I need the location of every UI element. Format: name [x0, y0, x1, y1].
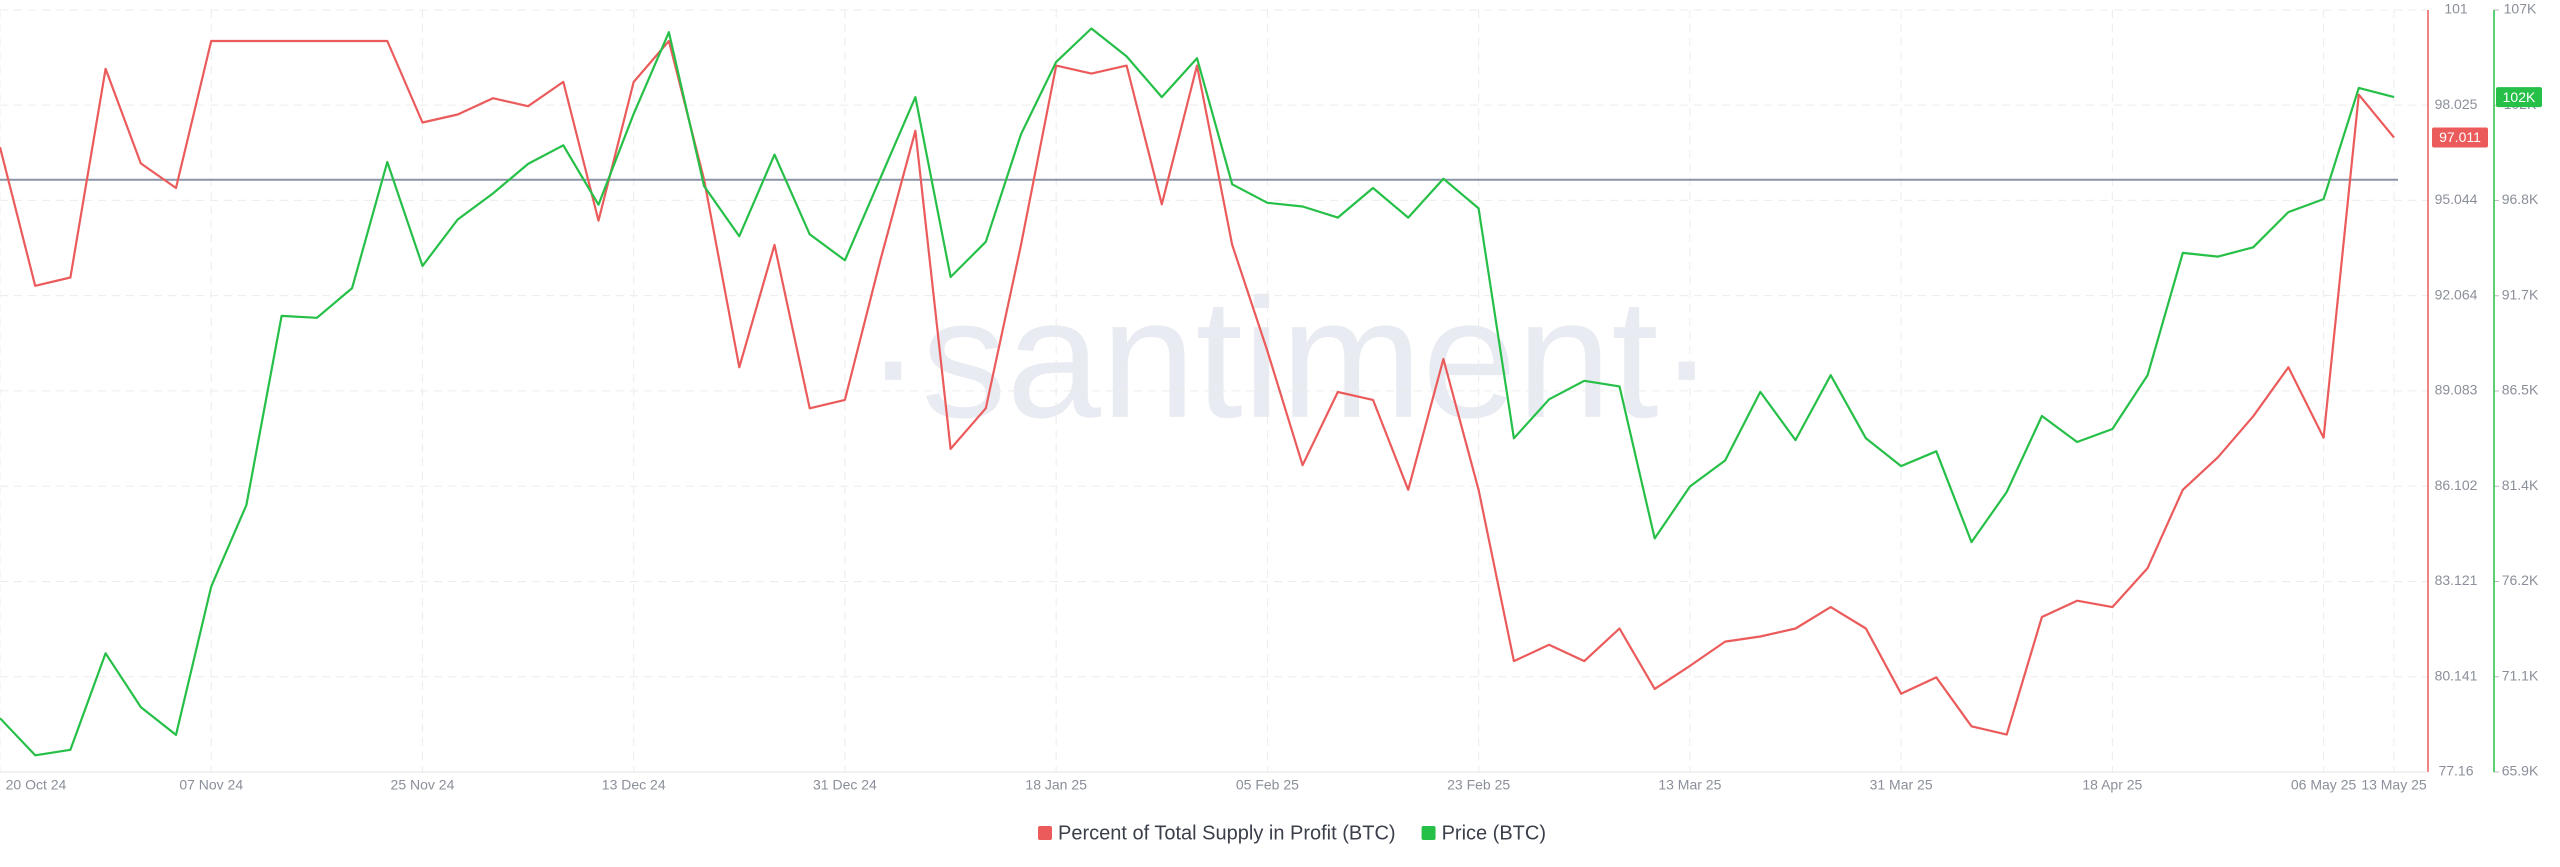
x-tick-label: 05 Feb 25 — [1236, 777, 1299, 793]
series-line — [0, 39, 2395, 736]
x-tick-label: 31 Dec 24 — [813, 777, 877, 793]
y2-tick-label: 107K — [2504, 1, 2537, 17]
x-tick-label: 13 Mar 25 — [1658, 777, 1721, 793]
y2-tick-label: 91.7K — [2502, 286, 2539, 302]
y-tick-label: 95.044 — [2435, 191, 2478, 207]
x-tick-label: 13 May 25 — [2361, 777, 2427, 793]
x-tick-label: 18 Jan 25 — [1025, 777, 1087, 793]
y-tick-label: 98.025 — [2435, 96, 2478, 112]
x-tick-label: 13 Dec 24 — [602, 777, 666, 793]
value-badge — [2432, 127, 2488, 148]
legend-swatch — [1421, 826, 1436, 840]
y2-tick-label: 76.2K — [2502, 572, 2539, 588]
y-tick-label: 77.16 — [2438, 763, 2473, 779]
y-tick-label: 92.064 — [2435, 286, 2478, 302]
y2-tick-label: 65.9K — [2502, 763, 2539, 779]
x-tick-label: 07 Nov 24 — [179, 777, 243, 793]
x-tick-label: 31 Mar 25 — [1870, 777, 1933, 793]
y2-tick-label: 81.4K — [2502, 477, 2539, 493]
y-tick-label: 89.083 — [2435, 382, 2478, 398]
legend-label: Percent of Total Supply in Profit (BTC) — [1058, 822, 1396, 844]
series-line — [0, 27, 2395, 757]
y2-tick-label: 71.1K — [2502, 667, 2539, 683]
y-tick-label: 86.102 — [2435, 477, 2478, 493]
legend-label: Price (BTC) — [1442, 822, 1546, 844]
y2-tick-label: 96.8K — [2502, 191, 2539, 207]
value-badge — [2496, 87, 2542, 108]
legend: Percent of Total Supply in Profit (BTC) P… — [1038, 822, 1546, 844]
x-tick-label: 25 Nov 24 — [391, 777, 455, 793]
y-tick-label: 101 — [2444, 1, 2468, 17]
y-tick-label: 83.121 — [2435, 572, 2478, 588]
y2-tick-label: 86.5K — [2502, 382, 2539, 398]
legend-swatch — [1038, 826, 1052, 840]
value-badge-label: 102K — [2503, 89, 2536, 105]
y-tick-label: 80.141 — [2435, 667, 2478, 683]
value-badge-label: 97.011 — [2439, 129, 2481, 145]
x-tick-label: 20 Oct 24 — [6, 777, 67, 793]
x-tick-label: 23 Feb 25 — [1447, 777, 1510, 793]
x-tick-label: 18 Apr 25 — [2082, 777, 2142, 793]
x-tick-label: 06 May 25 — [2291, 777, 2357, 793]
